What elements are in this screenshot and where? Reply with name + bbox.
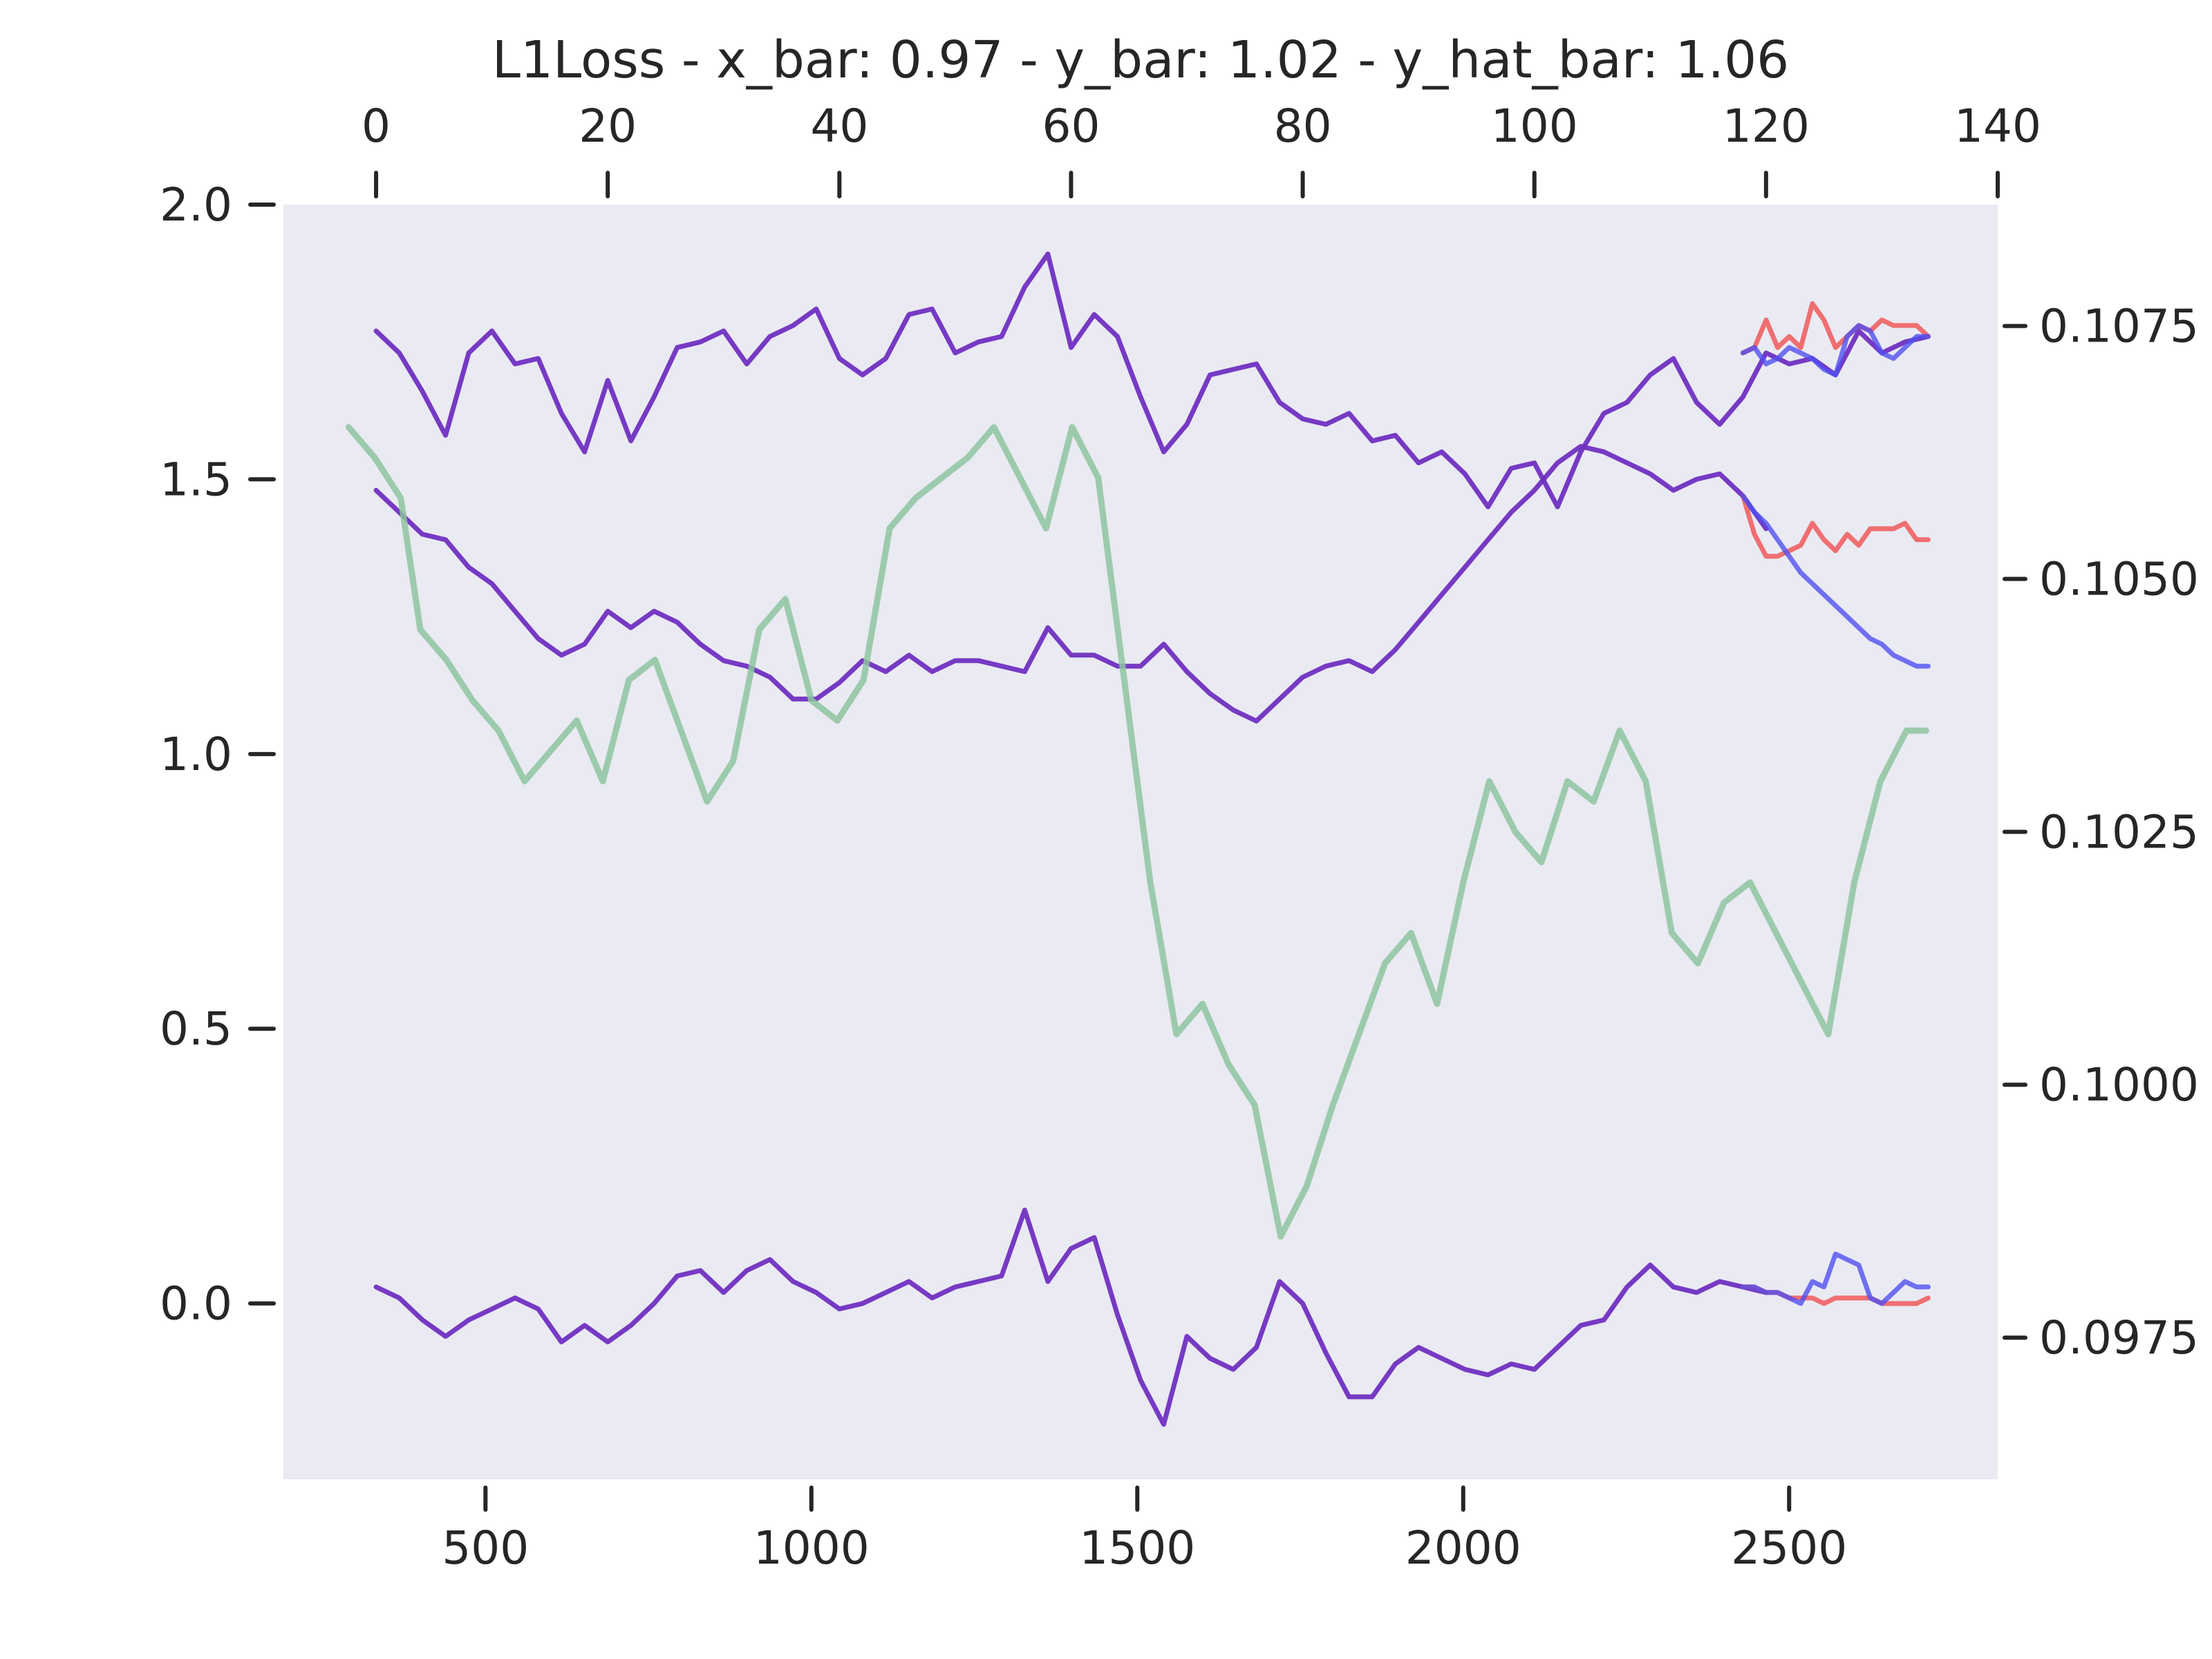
series-line-7 — [373, 1208, 1769, 1427]
left-tick-label: 0.5 — [160, 1002, 232, 1056]
right-tick-label: 0.0975 — [2039, 1311, 2199, 1365]
right-tick-label: 0.1075 — [2039, 300, 2199, 353]
right-tick-label: 0.1000 — [2039, 1058, 2199, 1112]
top-tick-label: 80 — [1274, 100, 1332, 153]
top-tick-label: 100 — [1491, 100, 1578, 153]
bottom-tick-label: 2500 — [1731, 1521, 1847, 1575]
top-tick-label: 20 — [579, 100, 637, 153]
series-line-10 — [345, 424, 1929, 1240]
series-line-4 — [373, 444, 1769, 724]
left-tick-label: 2.0 — [160, 178, 232, 232]
right-tick-label: 0.1025 — [2039, 805, 2199, 859]
series-line-5 — [1740, 493, 1931, 559]
bottom-tick-label: 1000 — [753, 1521, 870, 1575]
bottom-tick-label: 2000 — [1405, 1521, 1521, 1575]
bottom-tick-label: 1500 — [1079, 1521, 1195, 1575]
left-tick-label: 1.0 — [160, 728, 232, 781]
right-axis-ticks: 0.0975 0.1000 0.1025 0.1050 0.1075 — [2003, 300, 2199, 1365]
bottom-tick-label: 500 — [442, 1521, 529, 1575]
bottom-axis-ticks: 500 1000 1500 2000 2500 — [442, 1485, 1847, 1575]
top-tick-label: 60 — [1042, 100, 1100, 153]
left-tick-label: 0.0 — [160, 1277, 232, 1331]
right-tick-label: 0.1050 — [2039, 552, 2199, 606]
top-tick-label: 0 — [362, 100, 391, 153]
series-group — [345, 252, 1931, 1427]
series-line-6 — [1740, 493, 1931, 669]
series-line-3 — [1740, 323, 1931, 377]
left-axis-ticks: 0.0 0.5 1.0 1.5 2.0 — [160, 178, 276, 1331]
top-tick-label: 40 — [810, 100, 868, 153]
top-tick-label: 140 — [1954, 100, 2041, 153]
series-line-2 — [1740, 301, 1931, 356]
series-line-1 — [373, 252, 1931, 509]
chart-title: L1Loss - x_bar: 0.97 - y_bar: 1.02 - y_h… — [492, 30, 1790, 90]
series-line-9 — [1740, 1251, 1931, 1306]
left-tick-label: 1.5 — [160, 453, 232, 506]
top-axis-ticks: 0 20 40 60 80 100 120 140 — [362, 100, 2041, 198]
top-tick-label: 120 — [1723, 100, 1810, 153]
